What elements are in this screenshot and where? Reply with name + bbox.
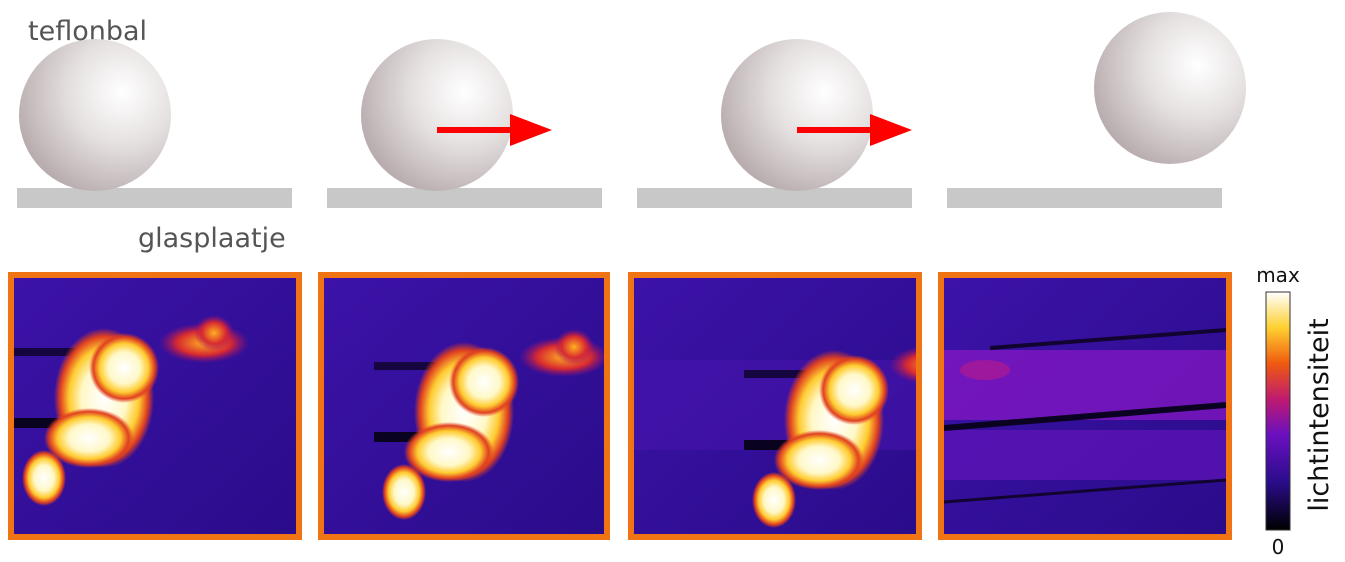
colorbar-max: max <box>1256 263 1300 287</box>
schematics <box>17 12 1246 208</box>
colorbar: max 0 lichtintensiteit <box>1256 263 1335 559</box>
colorbar-min: 0 <box>1272 535 1285 559</box>
colorbar-label: lichtintensiteit <box>1304 318 1335 511</box>
plate-label: glasplaatje <box>138 223 286 254</box>
images <box>8 272 1232 540</box>
